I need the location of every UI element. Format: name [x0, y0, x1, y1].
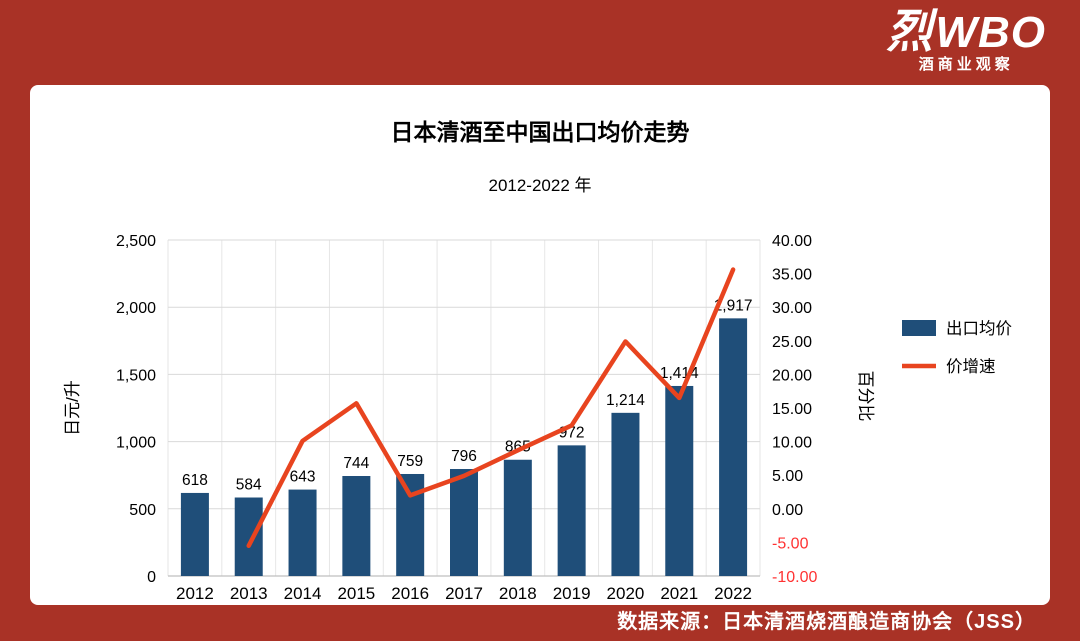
chart-title: 日本清酒至中国出口均价走势 [390, 119, 690, 145]
svg-text:2018: 2018 [499, 584, 537, 603]
right-axis-title: 百分比 [856, 371, 875, 422]
svg-text:30.00: 30.00 [772, 300, 812, 317]
legend-label-line: 价增速 [946, 357, 996, 376]
logo-wbo-text: WBO [935, 8, 1046, 57]
bar-2018[interactable] [503, 459, 532, 576]
svg-text:1,917: 1,917 [714, 297, 753, 314]
left-axis-title: 日元/升 [63, 380, 82, 436]
svg-text:40.00: 40.00 [772, 233, 812, 250]
svg-text:2013: 2013 [230, 584, 268, 603]
svg-text:2012: 2012 [176, 584, 214, 603]
bar-series [180, 318, 748, 576]
svg-text:-10.00: -10.00 [772, 569, 817, 586]
svg-text:2016: 2016 [391, 584, 429, 603]
right-axis-ticks: -10.00 -5.00 0.00 5.00 10.00 15.00 20.00 25.00 3… [772, 233, 817, 586]
bar-2017[interactable] [450, 469, 478, 576]
legend-label-bar: 出口均价 [946, 319, 1012, 338]
bar-2019[interactable] [557, 445, 586, 576]
svg-text:10.00: 10.00 [772, 435, 812, 452]
svg-text:2020: 2020 [607, 584, 645, 603]
svg-text:25.00: 25.00 [772, 334, 812, 351]
bar-2012[interactable] [180, 492, 209, 576]
svg-text:2,000: 2,000 [116, 300, 156, 317]
svg-text:0: 0 [147, 569, 156, 586]
svg-text:500: 500 [129, 502, 156, 519]
svg-text:15.00: 15.00 [772, 401, 812, 418]
svg-text:2019: 2019 [553, 584, 591, 603]
svg-text:759: 759 [397, 453, 423, 470]
logo-lie-glyph: 烈 [886, 4, 933, 58]
brand-logo-row: 烈 WBO [886, 8, 1046, 55]
x-axis-labels: 2012 2013 2014 2015 2016 2017 2018 2019 2020 2021… [176, 584, 752, 603]
bar-2020[interactable] [611, 412, 640, 576]
svg-text:2015: 2015 [337, 584, 375, 603]
logo-subtitle: 酒商业观察 [918, 56, 1014, 73]
svg-text:2,500: 2,500 [116, 233, 156, 250]
bar-2022[interactable] [719, 318, 748, 576]
bar-2014[interactable] [288, 489, 317, 576]
bar-2016[interactable] [396, 473, 425, 576]
brand-logo: 烈 WBO 酒商业观察 [886, 8, 1046, 72]
svg-text:2022: 2022 [714, 584, 752, 603]
svg-text:618: 618 [182, 472, 208, 489]
chart-subtitle: 2012-2022 年 [488, 176, 592, 195]
svg-text:0.00: 0.00 [772, 502, 803, 519]
svg-text:5.00: 5.00 [772, 468, 803, 485]
svg-text:2017: 2017 [445, 584, 483, 603]
svg-text:-5.00: -5.00 [772, 535, 809, 552]
svg-text:796: 796 [451, 448, 477, 465]
growth-rate-line[interactable] [246, 267, 736, 549]
data-source-note: 数据来源：日本清酒烧酒酿造商协会（JSS） [617, 611, 1036, 633]
svg-text:2014: 2014 [284, 584, 322, 603]
svg-text:584: 584 [236, 477, 262, 494]
svg-text:2021: 2021 [660, 584, 698, 603]
bar-2015[interactable] [342, 476, 371, 576]
bar-2013[interactable] [234, 497, 263, 576]
svg-text:1,214: 1,214 [606, 392, 645, 409]
svg-text:1,500: 1,500 [116, 367, 156, 384]
svg-text:35.00: 35.00 [772, 267, 812, 284]
left-axis-ticks: 0 500 1,000 1,500 2,000 2,500 [116, 233, 156, 586]
svg-text:1,000: 1,000 [116, 435, 156, 452]
legend-swatch-bar [902, 320, 936, 336]
svg-text:643: 643 [290, 469, 316, 486]
svg-text:20.00: 20.00 [772, 367, 812, 384]
combo-chart: 0 500 1,000 1,500 2,000 2,500 -10.00 -5.00 0.00 5… [63, 233, 1012, 603]
bar-2021[interactable] [665, 385, 694, 576]
chart-card: 日本清酒至中国出口均价走势 2012-2022 年 0 500 1,000 1,500… [30, 85, 1050, 605]
svg-text:744: 744 [343, 455, 369, 472]
